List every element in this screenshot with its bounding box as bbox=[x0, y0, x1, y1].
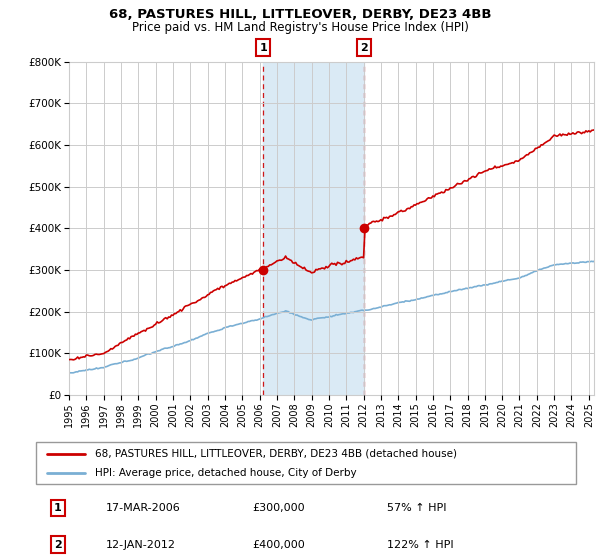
Text: £400,000: £400,000 bbox=[252, 540, 305, 549]
Text: 17-MAR-2006: 17-MAR-2006 bbox=[106, 503, 181, 513]
Text: 12-JAN-2012: 12-JAN-2012 bbox=[106, 540, 176, 549]
Text: 1: 1 bbox=[259, 43, 267, 53]
Text: 2: 2 bbox=[361, 43, 368, 53]
Text: Price paid vs. HM Land Registry's House Price Index (HPI): Price paid vs. HM Land Registry's House … bbox=[131, 21, 469, 34]
Text: 1: 1 bbox=[54, 503, 61, 513]
Text: 68, PASTURES HILL, LITTLEOVER, DERBY, DE23 4BB (detached house): 68, PASTURES HILL, LITTLEOVER, DERBY, DE… bbox=[95, 449, 457, 459]
Text: £300,000: £300,000 bbox=[252, 503, 305, 513]
Text: 68, PASTURES HILL, LITTLEOVER, DERBY, DE23 4BB: 68, PASTURES HILL, LITTLEOVER, DERBY, DE… bbox=[109, 8, 491, 21]
Bar bbox=[263, 62, 364, 395]
Text: 122% ↑ HPI: 122% ↑ HPI bbox=[387, 540, 454, 549]
Text: HPI: Average price, detached house, City of Derby: HPI: Average price, detached house, City… bbox=[95, 468, 357, 478]
Text: 2: 2 bbox=[54, 540, 61, 549]
Text: 57% ↑ HPI: 57% ↑ HPI bbox=[387, 503, 446, 513]
